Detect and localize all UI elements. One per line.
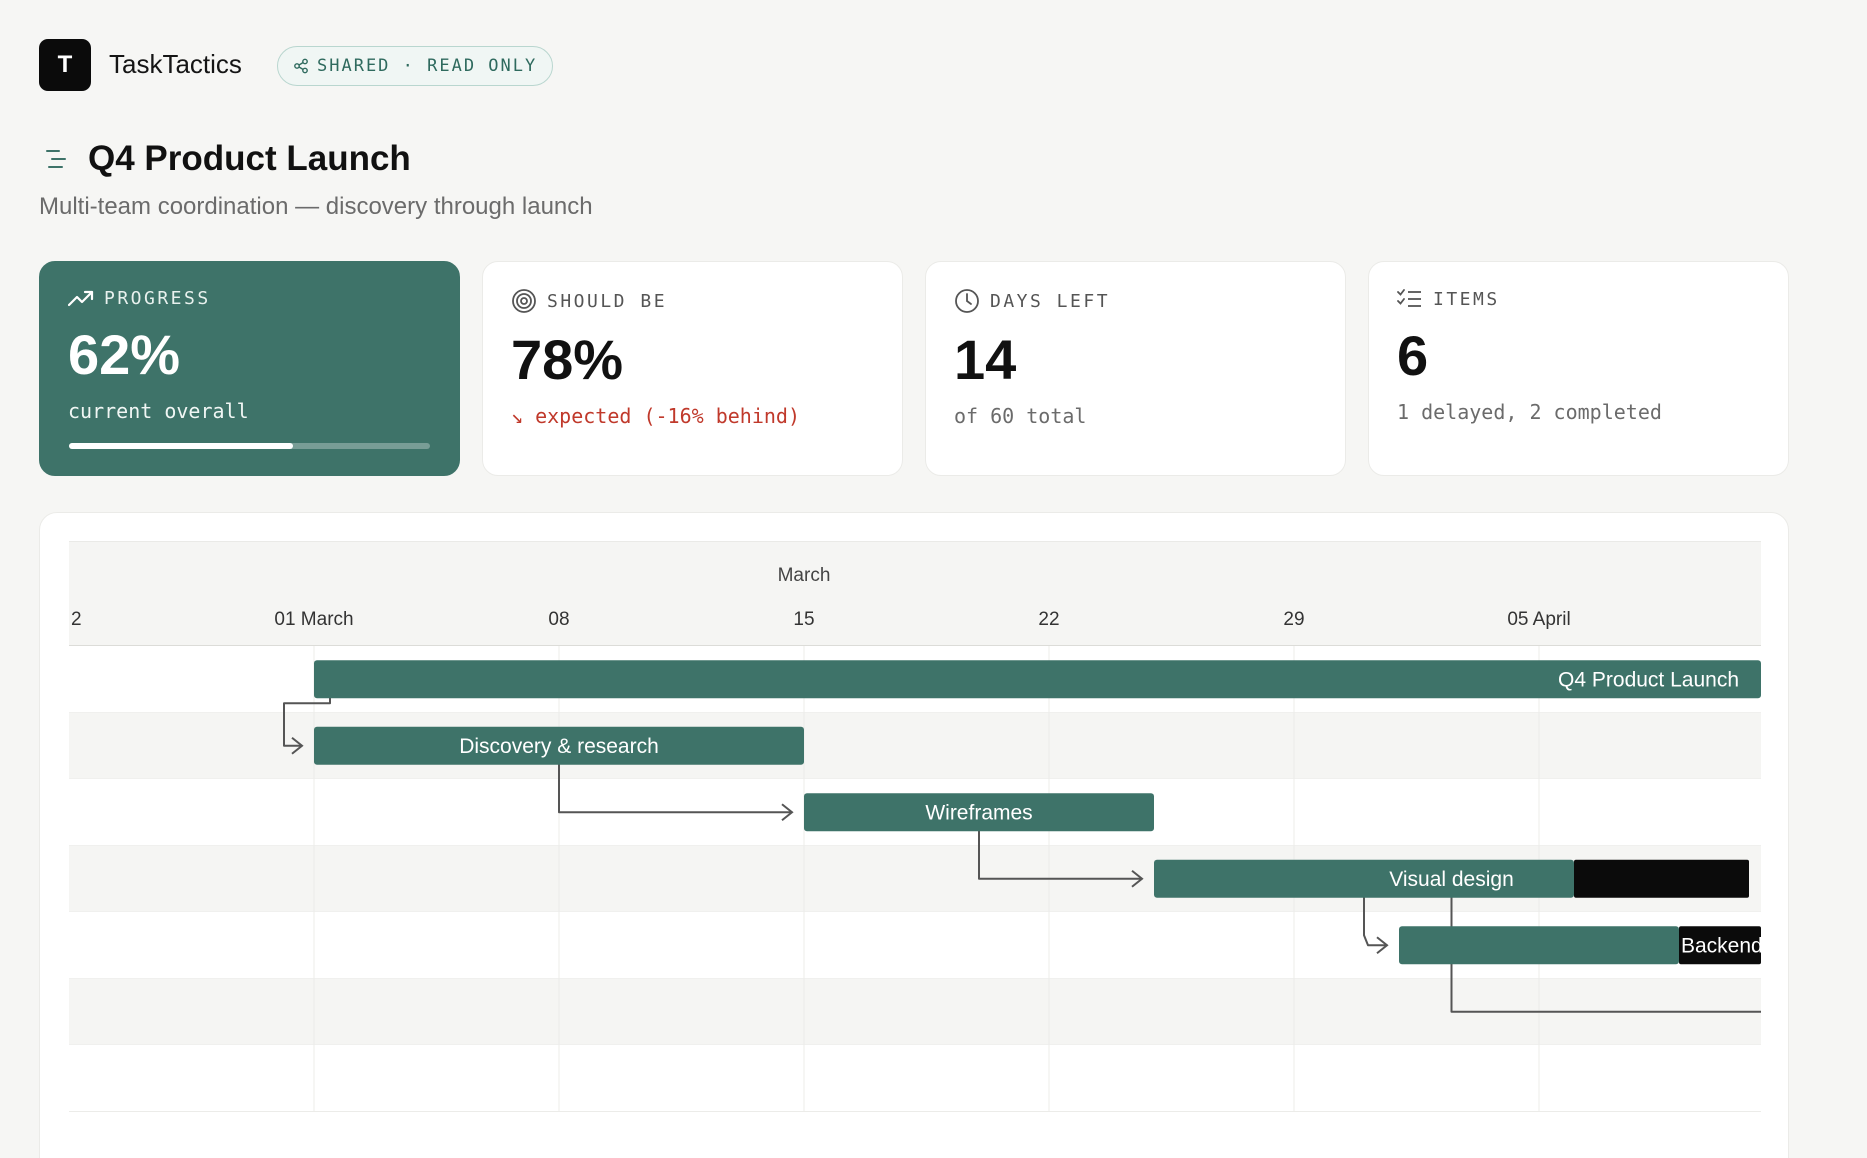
days-left-value: 14 (954, 328, 1017, 391)
dependency-arrowhead (291, 736, 304, 755)
gantt-bar-label: Backend (1681, 934, 1761, 957)
days-left-label: DAYS LEFT (990, 290, 1111, 312)
items-label: ITEMS (1433, 288, 1500, 310)
gantt-row (69, 1045, 1761, 1112)
target-icon (512, 289, 536, 313)
gantt-bar (314, 726, 804, 765)
progress-label: PROGRESS (104, 288, 211, 309)
gantt-tick-label: 01 March (274, 609, 353, 630)
gantt-tick-label: 29 (1283, 609, 1304, 630)
progress-card: PROGRESS 62% current overall (39, 261, 460, 476)
days-left-card: DAYS LEFT 14 of 60 total (925, 261, 1346, 476)
dependency-connector (558, 763, 792, 814)
gantt-tick-label: 22 (1038, 609, 1059, 630)
progress-value: 62% (68, 323, 181, 386)
gantt-bar-label: Discovery & research (459, 735, 659, 758)
gantt-bar (804, 793, 1154, 832)
gantt-bar (1399, 926, 1679, 965)
app-logo[interactable]: T (39, 39, 91, 91)
gantt-bar-delay (1574, 859, 1749, 898)
should-be-label: SHOULD BE (547, 290, 668, 312)
dependency-connector (283, 697, 331, 747)
gantt-tick-label: 08 (548, 609, 569, 630)
gantt-header (69, 541, 1761, 646)
should-be-sub: ↘ expected (-16% behind) (511, 404, 800, 428)
shared-badge: SHARED · READ ONLY (277, 46, 554, 86)
gantt-tick-label: 05 April (1507, 609, 1570, 630)
progress-bar (69, 443, 430, 449)
gantt-bar-delay (1679, 926, 1761, 965)
gantt-tick-label: 15 (793, 609, 814, 630)
progress-bar-fill (69, 443, 293, 449)
clock-icon (955, 289, 979, 313)
should-be-value: 78% (511, 328, 624, 391)
dependency-connector (978, 830, 1142, 880)
share-icon (294, 58, 308, 74)
trending-up-icon (68, 290, 94, 306)
items-value: 6 (1397, 324, 1429, 387)
gantt-panel: 2 01 March 08 15 22 29 05 April March Q4 Product… (39, 512, 1789, 1158)
gantt-chart: 2 01 March 08 15 22 29 05 April March Q4 Product… (69, 541, 1761, 1112)
items-sub: 1 delayed, 2 completed (1397, 400, 1662, 424)
shared-badge-label: SHARED · READ ONLY (317, 56, 538, 76)
gantt-bar (314, 660, 1761, 699)
dependency-connector (1363, 896, 1387, 947)
checklist-icon (1397, 289, 1421, 307)
gantt-bar-label: Visual design (1389, 868, 1514, 891)
app-name: TaskTactics (109, 49, 242, 79)
gantt-list-icon[interactable] (45, 148, 67, 170)
dependency-arrowhead (781, 803, 794, 822)
items-card: ITEMS 6 1 delayed, 2 completed (1368, 261, 1789, 476)
days-left-sub: of 60 total (954, 404, 1087, 428)
gantt-bar (1154, 859, 1574, 898)
gantt-bar-label: Q4 Product Launch (1558, 668, 1739, 691)
logo-letter: T (57, 51, 73, 78)
page-subtitle: Multi-team coordination — discovery thro… (39, 193, 593, 220)
gantt-month-label: March (778, 565, 831, 586)
dependency-arrowhead (1376, 936, 1389, 955)
page-title: Q4 Product Launch (88, 139, 411, 178)
dependency-arrowhead (1131, 869, 1144, 888)
gantt-tick-label: 2 (71, 609, 82, 630)
progress-sub: current overall (68, 399, 249, 423)
gantt-bar-label: Wireframes (925, 801, 1032, 824)
should-be-card: SHOULD BE 78% ↘ expected (-16% behind) (482, 261, 903, 476)
